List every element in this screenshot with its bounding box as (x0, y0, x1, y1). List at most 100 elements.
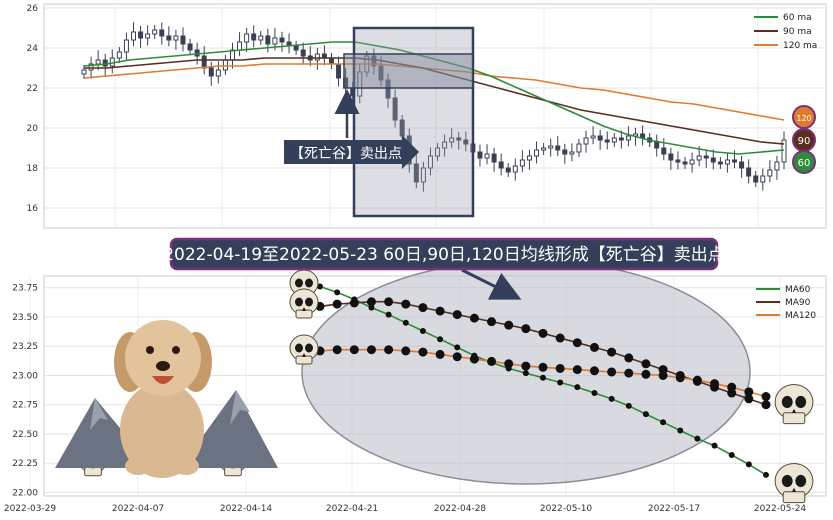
series-point (694, 435, 701, 442)
candle-body (696, 155, 702, 161)
bottom-x-tick-label: 2022-04-14 (220, 504, 273, 514)
bottom-x-tick-label: 2022-03-29 (4, 504, 57, 514)
candle-body (760, 175, 766, 183)
series-point (368, 304, 375, 311)
candle-body (328, 57, 334, 65)
series-point (487, 317, 497, 327)
top-y-tick-label: 26 (27, 4, 39, 14)
series-point (332, 299, 342, 309)
top-y-tick-label: 18 (27, 164, 39, 174)
candle-body (661, 147, 667, 155)
annotation-label: 【死亡谷】卖出点 (290, 146, 402, 162)
series-point (366, 345, 376, 355)
ma-line-ma60 (83, 41, 785, 155)
series-point (437, 336, 444, 343)
series-point (572, 338, 582, 348)
candle-body (689, 159, 695, 165)
series-point (435, 306, 445, 316)
candle-body (427, 155, 433, 169)
candle-body (138, 31, 144, 39)
banner-pointer-arrow (461, 268, 522, 300)
bottom-y-tick-label: 23.00 (12, 371, 38, 381)
mountain-highlight (230, 390, 250, 425)
series-point (521, 324, 531, 334)
candle-body (668, 153, 674, 161)
bottom-y-ticks: 22.00 22.25 22.50 22.75 23.00 23.25 23.50 23.75 (12, 284, 38, 499)
candle-body (753, 175, 759, 183)
bottom-y-tick-label: 22.00 (12, 488, 38, 498)
candle-body (371, 55, 377, 67)
series-point (401, 299, 411, 309)
candle-body (237, 41, 243, 51)
candle-body (541, 147, 547, 151)
highlight-inner-region (343, 53, 474, 89)
series-point (624, 368, 634, 378)
series-point (589, 342, 599, 352)
series-point (658, 370, 668, 380)
candle-body (88, 63, 94, 71)
candle-body (336, 63, 342, 79)
candle-body (590, 135, 596, 139)
series-point (727, 382, 737, 392)
candle-body (767, 169, 773, 177)
series-point (487, 356, 497, 366)
skull-icon (774, 462, 814, 504)
series-point (589, 366, 599, 376)
ma-badge-label: 90 (798, 136, 811, 147)
candle-body (463, 139, 469, 145)
series-point (572, 365, 582, 375)
series-point (574, 384, 581, 391)
ma-lines (83, 41, 785, 155)
series-point (317, 283, 323, 290)
series-point (521, 361, 531, 371)
candle-body (717, 161, 723, 165)
candle-body (314, 53, 320, 61)
bottom-x-ticks: 2022-03-29 2022-04-07 2022-04-14 2022-04-21… (4, 504, 807, 514)
candle-body (420, 167, 426, 183)
skull-icon (774, 383, 814, 425)
annotation-arrow-shape (284, 135, 419, 169)
bottom-x-tick-label: 2022-04-07 (112, 504, 164, 514)
bottom-series (315, 283, 771, 478)
series-point (607, 367, 617, 377)
series-point (677, 427, 684, 434)
candle-body (555, 145, 561, 151)
ma-badge-ma60 (792, 150, 816, 174)
series-point (538, 362, 548, 372)
ma-line-ma90 (84, 57, 785, 145)
candle-body (272, 37, 278, 45)
series-point (349, 345, 359, 355)
ma-line-ma120 (83, 63, 785, 121)
candle-body (484, 153, 490, 159)
candle-body (95, 59, 101, 65)
series-point (452, 310, 462, 320)
candle-body (392, 97, 398, 121)
candle-body (618, 137, 624, 141)
series-point (607, 347, 617, 357)
dog-nose (156, 361, 170, 371)
candle-body (519, 159, 525, 167)
candle-body (279, 37, 285, 43)
series-point (660, 419, 667, 426)
legend-label: 60 ma (783, 13, 812, 23)
candle-body (293, 45, 299, 51)
series-point (366, 297, 376, 307)
series-point (540, 374, 546, 381)
candle-body (145, 33, 151, 39)
bottom-y-tick-label: 22.75 (12, 401, 38, 411)
series-point (744, 394, 754, 404)
series-point (711, 442, 718, 449)
skull-icon (289, 334, 319, 365)
series-point (745, 461, 752, 468)
candle-body (442, 141, 448, 149)
legend-label: 120 ma (783, 41, 817, 51)
series-point (469, 313, 479, 323)
bottom-y-tick-label: 23.75 (12, 284, 38, 294)
bottom-y-tick-label: 22.25 (12, 459, 38, 469)
candle-body (244, 33, 250, 43)
candle-body (208, 67, 214, 77)
candle-body (258, 35, 264, 41)
candle-body (576, 143, 582, 153)
series-point (761, 400, 771, 410)
candlestick-panel: 16 18 20 22 24 26 【死亡谷】卖出点 60 ma 90 ma 120 ma 1… (27, 3, 827, 229)
